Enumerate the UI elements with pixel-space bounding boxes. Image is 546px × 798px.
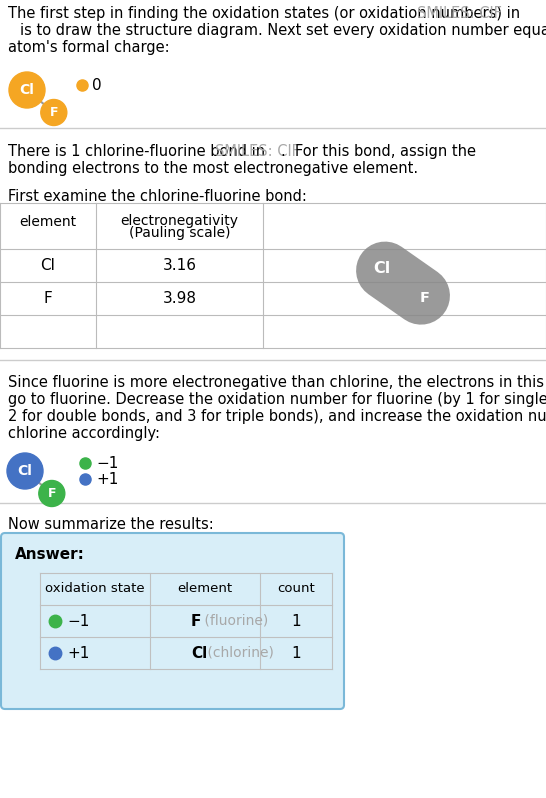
- Text: F: F: [48, 487, 56, 500]
- Text: Since fluorine is more electronegative than chlorine, the electrons in this bond: Since fluorine is more electronegative t…: [8, 375, 546, 390]
- Text: Cl: Cl: [20, 83, 34, 97]
- Text: 0: 0: [92, 77, 102, 93]
- Text: element: element: [20, 215, 76, 229]
- Text: 1: 1: [291, 614, 301, 629]
- Text: 2 for double bonds, and 3 for triple bonds), and increase the oxidation number f: 2 for double bonds, and 3 for triple bon…: [8, 409, 546, 424]
- Text: F: F: [44, 291, 52, 306]
- Text: There is 1 chlorine-fluorine bond in: There is 1 chlorine-fluorine bond in: [8, 144, 270, 159]
- Text: is to draw the structure diagram. Next set every oxidation number equal to the: is to draw the structure diagram. Next s…: [20, 23, 546, 38]
- Text: 1: 1: [291, 646, 301, 661]
- Text: (Pauling scale): (Pauling scale): [129, 226, 230, 240]
- Text: (fluorine): (fluorine): [200, 614, 268, 628]
- Text: Cl: Cl: [17, 464, 32, 478]
- Text: The first step in finding the oxidation states (or oxidation numbers) in: The first step in finding the oxidation …: [8, 6, 525, 21]
- Text: Answer:: Answer:: [15, 547, 85, 562]
- Text: 3.98: 3.98: [163, 291, 197, 306]
- Text: −1: −1: [96, 456, 118, 471]
- Text: F: F: [419, 291, 429, 305]
- Text: First examine the chlorine-fluorine bond:: First examine the chlorine-fluorine bond…: [8, 189, 307, 204]
- Text: bonding electrons to the most electronegative element.: bonding electrons to the most electroneg…: [8, 161, 418, 176]
- Text: 3.16: 3.16: [163, 258, 197, 273]
- Text: element: element: [177, 583, 233, 595]
- Text: Now summarize the results:: Now summarize the results:: [8, 517, 213, 532]
- Text: −1: −1: [67, 614, 90, 629]
- Text: SMILES: ClF: SMILES: ClF: [417, 6, 502, 21]
- Text: atom's formal charge:: atom's formal charge:: [8, 40, 170, 55]
- Text: chlorine accordingly:: chlorine accordingly:: [8, 426, 160, 441]
- Text: Cl: Cl: [373, 261, 390, 275]
- Text: (chlorine): (chlorine): [203, 646, 274, 660]
- Circle shape: [39, 480, 65, 507]
- Text: +1: +1: [67, 646, 90, 661]
- Text: electronegativity: electronegativity: [121, 214, 239, 228]
- FancyBboxPatch shape: [1, 533, 344, 709]
- Circle shape: [41, 100, 67, 125]
- Text: .  For this bond, assign the: . For this bond, assign the: [281, 144, 476, 159]
- Text: Cl: Cl: [40, 258, 56, 273]
- Text: SMILES: ClF: SMILES: ClF: [215, 144, 300, 159]
- Text: go to fluorine. Decrease the oxidation number for fluorine (by 1 for single bond: go to fluorine. Decrease the oxidation n…: [8, 392, 546, 407]
- Circle shape: [7, 453, 43, 489]
- Circle shape: [9, 72, 45, 108]
- Text: +1: +1: [96, 472, 118, 487]
- Text: Cl: Cl: [191, 646, 207, 661]
- Text: F: F: [191, 614, 201, 629]
- Text: count: count: [277, 583, 315, 595]
- Text: F: F: [50, 106, 58, 119]
- Text: oxidation state: oxidation state: [45, 583, 145, 595]
